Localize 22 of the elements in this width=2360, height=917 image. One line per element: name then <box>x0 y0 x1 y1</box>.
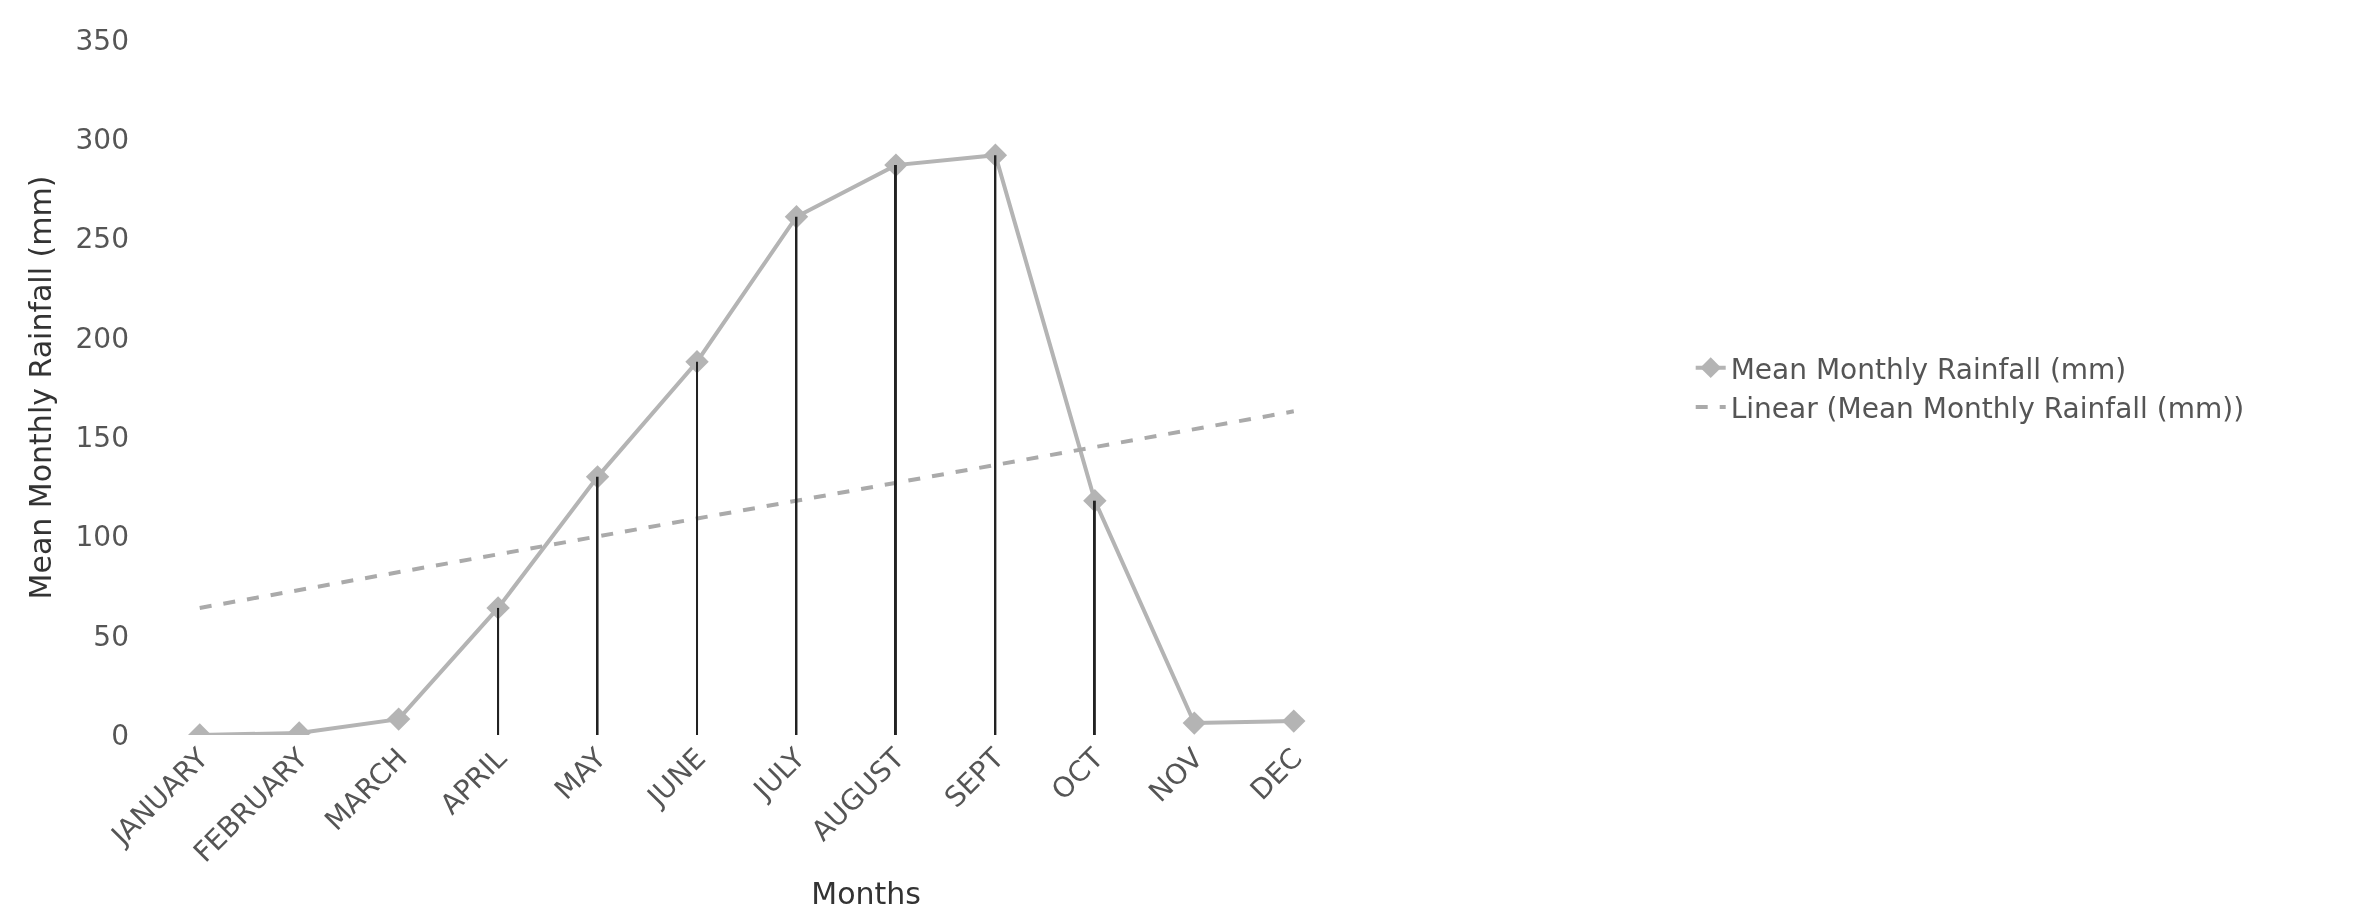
y-tick-label: 350 <box>75 23 129 57</box>
point <box>983 143 1008 167</box>
y-tick-label: 150 <box>75 420 129 454</box>
legend-label: Linear (Mean Monthly Rainfall (mm)) <box>1730 392 2245 426</box>
legend-label: Mean Monthly Rainfall (mm) <box>1730 352 2127 386</box>
bar <box>696 361 699 735</box>
y-tick-label: 0 <box>111 718 129 752</box>
y-tick-label: 100 <box>75 520 129 554</box>
point <box>386 707 411 731</box>
point <box>1182 711 1207 735</box>
y-tick-label: 50 <box>93 619 129 653</box>
point <box>1282 709 1306 733</box>
y-tick-label: 200 <box>75 321 129 355</box>
bar <box>497 607 500 735</box>
bar <box>894 165 897 735</box>
y-axis-title: Mean Monthly Rainfall (mm) <box>22 175 58 600</box>
bar <box>596 476 599 735</box>
point <box>685 349 709 374</box>
x-axis-title: Months <box>811 876 921 912</box>
bar <box>1093 500 1096 735</box>
y-tick-label: 250 <box>75 222 129 256</box>
y-tick-label: 300 <box>75 123 129 157</box>
